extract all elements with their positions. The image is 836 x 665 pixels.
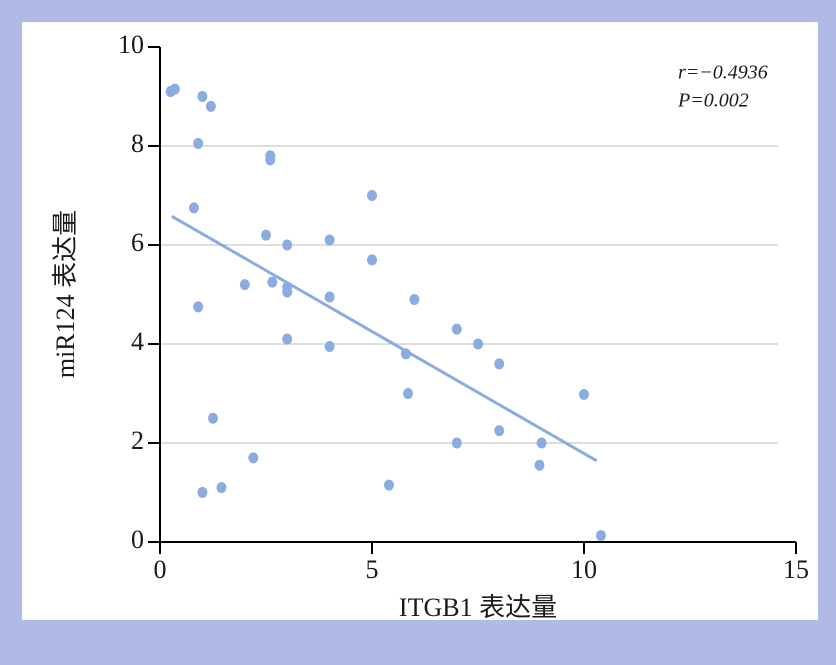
point xyxy=(534,459,545,471)
point xyxy=(282,239,293,251)
y-axis-label: miR124 表达量 xyxy=(51,210,80,378)
point xyxy=(383,479,394,491)
point xyxy=(261,229,271,241)
point xyxy=(451,437,462,449)
x-tick-label: 10 xyxy=(571,555,597,584)
point xyxy=(403,388,414,399)
point xyxy=(282,286,293,298)
point xyxy=(473,338,483,350)
point xyxy=(239,279,250,291)
point xyxy=(216,482,227,494)
point xyxy=(205,100,216,112)
point xyxy=(494,425,505,437)
point xyxy=(282,333,293,345)
point xyxy=(208,412,218,424)
point xyxy=(188,202,199,214)
y-tick-label: 2 xyxy=(131,426,144,455)
x-axis-label: ITGB1 表达量 xyxy=(399,593,557,622)
point xyxy=(324,291,335,303)
x-tick-label: 15 xyxy=(783,555,809,584)
point xyxy=(367,190,377,201)
y-tick-label: 4 xyxy=(131,327,144,356)
point xyxy=(193,301,204,313)
point xyxy=(267,276,278,288)
y-tick-label: 10 xyxy=(118,30,144,59)
x-tick-label: 5 xyxy=(366,555,379,584)
plot-panel xyxy=(22,22,818,620)
annotation: r=−0.4936 xyxy=(678,62,768,84)
point xyxy=(324,234,335,246)
point xyxy=(451,323,462,335)
point xyxy=(248,452,259,464)
point xyxy=(494,358,505,370)
y-tick-label: 8 xyxy=(131,129,144,158)
point xyxy=(324,340,335,352)
x-tick-label: 0 xyxy=(154,555,167,584)
point xyxy=(367,254,377,266)
point xyxy=(536,437,547,449)
point xyxy=(169,83,180,95)
point xyxy=(579,388,589,400)
point xyxy=(197,487,208,498)
point xyxy=(265,154,276,166)
point xyxy=(595,530,606,542)
point xyxy=(193,138,204,150)
point xyxy=(197,91,208,102)
fit-line xyxy=(171,214,598,463)
annotation: P=0.002 xyxy=(677,90,749,112)
y-tick-label: 6 xyxy=(131,228,144,257)
y-tick-label: 0 xyxy=(131,525,144,554)
point xyxy=(409,293,420,305)
